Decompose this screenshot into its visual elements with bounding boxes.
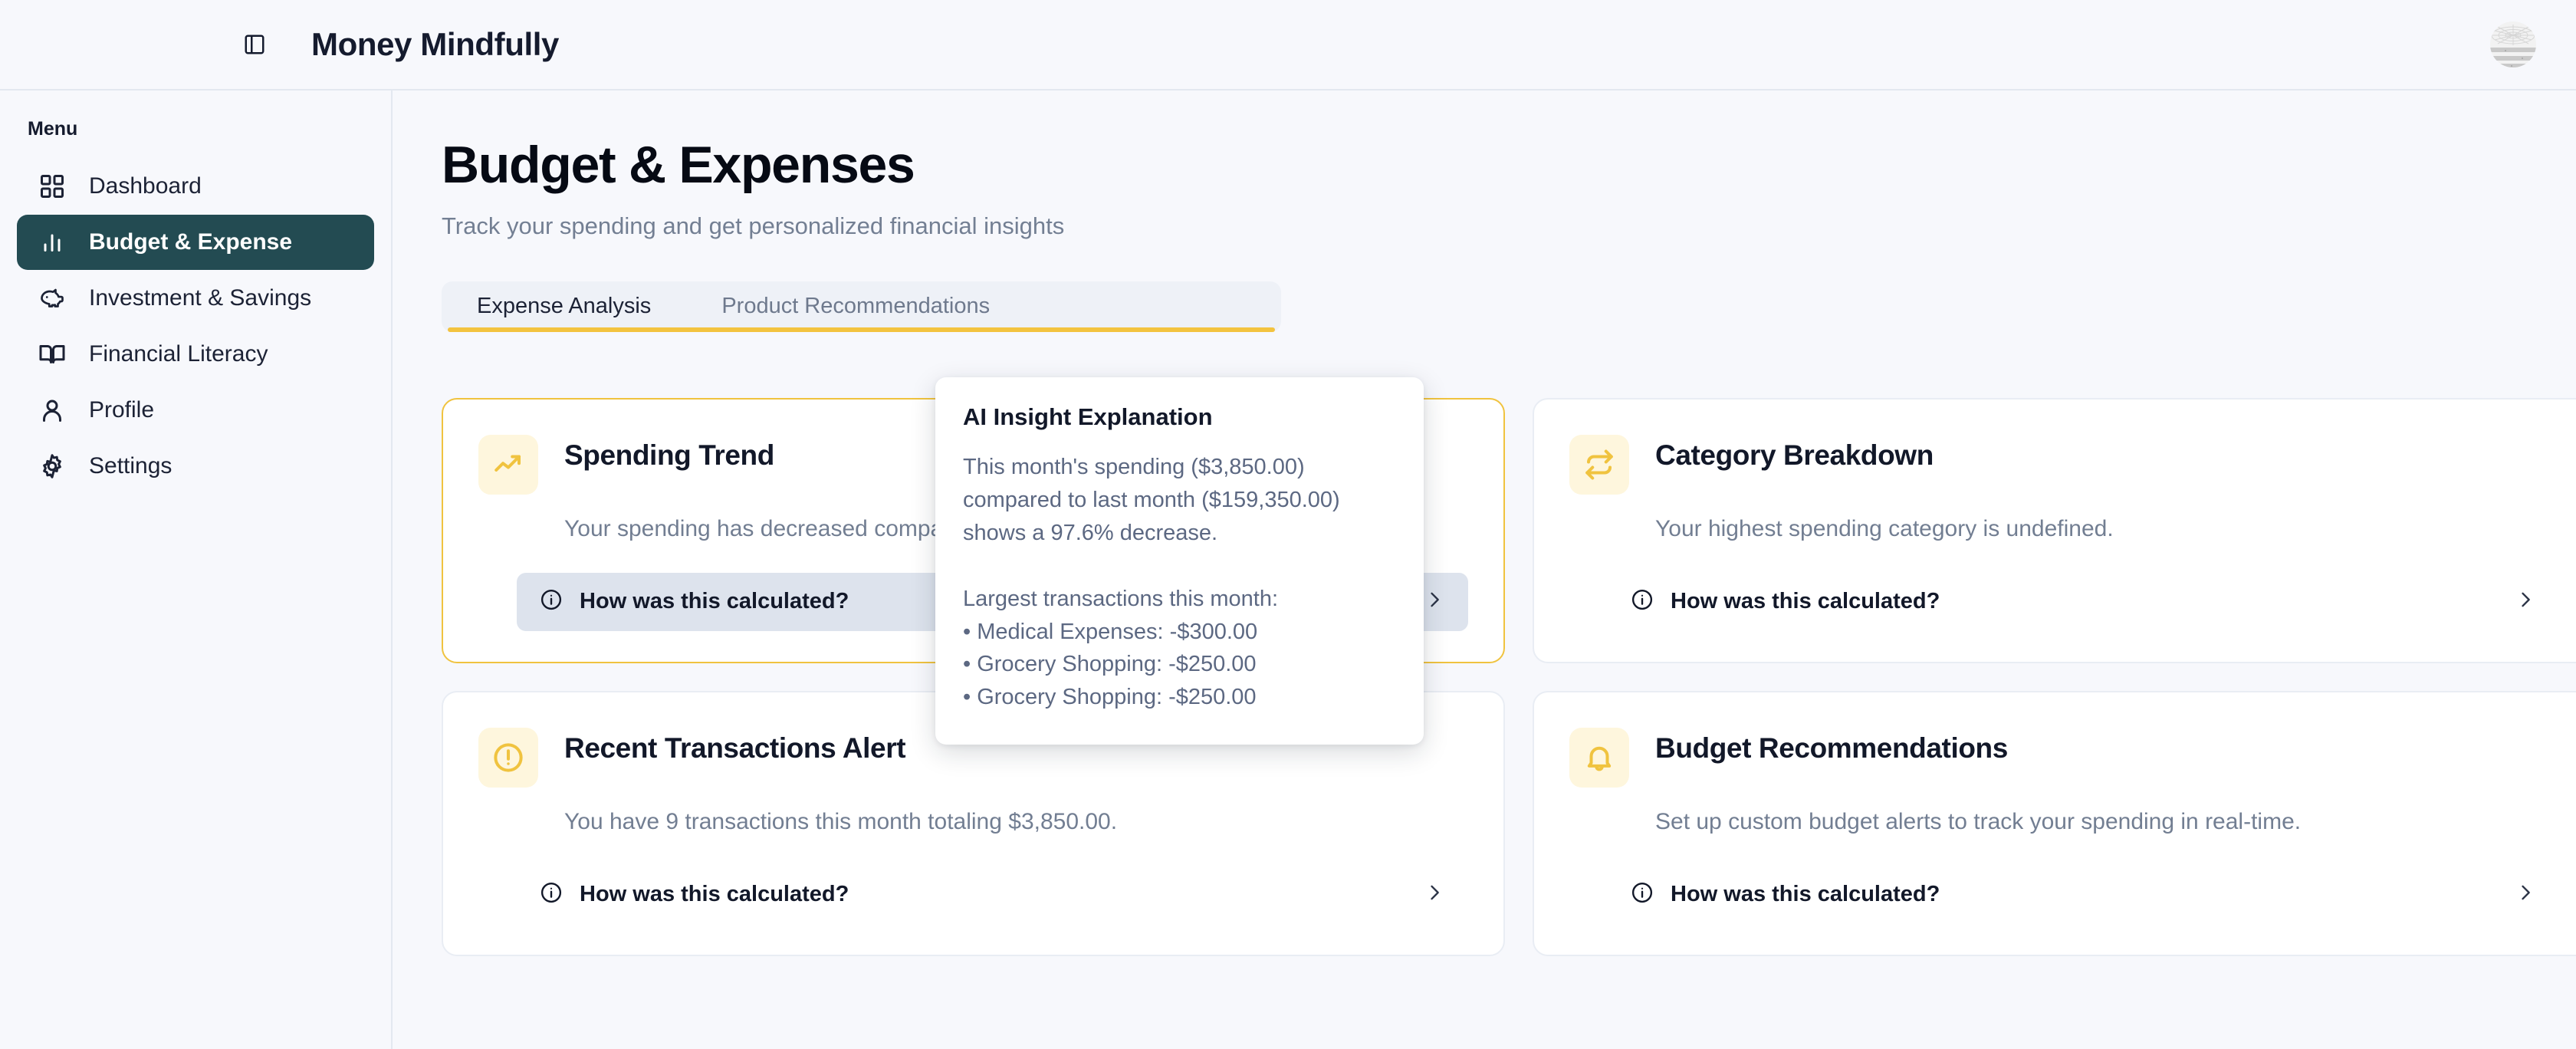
info-icon bbox=[540, 588, 563, 615]
sidebar-item-label: Budget & Expense bbox=[89, 229, 293, 255]
sidebar-item-investment-savings[interactable]: Investment & Savings bbox=[17, 271, 374, 326]
calc-label: How was this calculated? bbox=[1671, 589, 1940, 614]
sidebar: Menu Dashboard Budget & Expense bbox=[0, 90, 393, 1049]
globe-logo[interactable] bbox=[2489, 20, 2538, 69]
sidebar-item-label: Profile bbox=[89, 397, 155, 423]
card-title: Category Breakdown bbox=[1655, 439, 1934, 471]
how-was-this-calculated-row[interactable]: How was this calculated? bbox=[1608, 573, 2559, 631]
sidebar-item-label: Settings bbox=[89, 453, 172, 478]
tab-product-recommendations[interactable]: Product Recommendations bbox=[721, 294, 991, 319]
tooltip-title: AI Insight Explanation bbox=[963, 403, 1213, 430]
calc-left: How was this calculated? bbox=[540, 881, 849, 908]
tabs: Expense Analysis Product Recommendations bbox=[442, 281, 1281, 332]
bar-chart-icon bbox=[38, 229, 66, 256]
tabs-container: Expense Analysis Product Recommendations bbox=[442, 281, 1281, 332]
main-content: Budget & Expenses Track your spending an… bbox=[393, 90, 2576, 1049]
sidebar-item-dashboard[interactable]: Dashboard bbox=[17, 159, 374, 214]
how-was-this-calculated-row[interactable]: How was this calculated? bbox=[517, 866, 1468, 924]
gear-icon bbox=[38, 452, 66, 480]
page-subtitle: Track your spending and get personalized… bbox=[442, 212, 1065, 239]
app-title: Money Mindfully bbox=[311, 26, 559, 62]
card-head: Recent Transactions Alert bbox=[478, 726, 1468, 788]
card-description: Your highest spending category is undefi… bbox=[1655, 515, 2114, 541]
info-icon bbox=[1631, 881, 1654, 908]
sidebar-item-label: Investment & Savings bbox=[89, 285, 312, 311]
alert-circle-icon bbox=[478, 727, 538, 788]
calc-label: How was this calculated? bbox=[580, 882, 849, 907]
insight-card-category-breakdown[interactable]: Category Breakdown Your highest spending… bbox=[1533, 397, 2576, 663]
sidebar-item-label: Financial Literacy bbox=[89, 341, 268, 367]
exchange-arrows-icon bbox=[1569, 434, 1629, 495]
tooltip-body: This month's spending ($3,850.00) compar… bbox=[963, 455, 1340, 710]
book-open-icon bbox=[38, 340, 66, 368]
card-title: Budget Recommendations bbox=[1655, 732, 2008, 764]
card-description: You have 9 transactions this month total… bbox=[564, 808, 1118, 834]
info-icon bbox=[1631, 588, 1654, 615]
insight-card-budget-recommendations[interactable]: Budget Recommendations Set up custom bud… bbox=[1533, 690, 2576, 956]
chevron-right-icon bbox=[1424, 589, 1445, 614]
calc-left: How was this calculated? bbox=[1631, 881, 1940, 908]
piggy-bank-icon bbox=[38, 284, 66, 312]
top-bar: Money Mindfully bbox=[0, 0, 2576, 90]
body-row: Menu Dashboard Budget & Expense bbox=[0, 90, 2576, 1049]
sidebar-item-label: Dashboard bbox=[89, 173, 202, 199]
tab-expense-analysis[interactable]: Expense Analysis bbox=[477, 294, 652, 319]
chevron-right-icon bbox=[2515, 589, 2536, 614]
user-icon bbox=[38, 396, 66, 424]
card-head: Category Breakdown bbox=[1569, 433, 2559, 495]
sidebar-item-profile[interactable]: Profile bbox=[17, 383, 374, 438]
calc-label: How was this calculated? bbox=[580, 589, 849, 614]
grid-icon bbox=[38, 173, 66, 200]
chevron-right-icon bbox=[1424, 882, 1445, 907]
calc-left: How was this calculated? bbox=[1631, 588, 1940, 615]
tabs-underline bbox=[448, 327, 1275, 332]
card-title: Recent Transactions Alert bbox=[564, 732, 906, 764]
sidebar-item-financial-literacy[interactable]: Financial Literacy bbox=[17, 327, 374, 382]
how-was-this-calculated-row[interactable]: How was this calculated? bbox=[1608, 866, 2559, 924]
bell-icon bbox=[1569, 727, 1629, 788]
page-title: Budget & Expenses bbox=[442, 136, 915, 194]
card-description: Set up custom budget alerts to track you… bbox=[1655, 808, 2302, 834]
card-head: Spending Trend bbox=[478, 433, 1468, 495]
card-title: Spending Trend bbox=[564, 439, 774, 471]
sidebar-section-label: Menu bbox=[28, 118, 78, 140]
sidebar-item-settings[interactable]: Settings bbox=[17, 439, 374, 494]
trending-up-icon bbox=[478, 434, 538, 495]
info-icon bbox=[540, 881, 563, 908]
insight-cards-grid: Spending Trend Your spending has decreas… bbox=[442, 397, 2576, 956]
card-head: Budget Recommendations bbox=[1569, 726, 2559, 788]
sidebar-toggle-icon[interactable] bbox=[238, 28, 271, 61]
chevron-right-icon bbox=[2515, 882, 2536, 907]
calc-label: How was this calculated? bbox=[1671, 882, 1940, 907]
sidebar-item-budget-expense[interactable]: Budget & Expense bbox=[17, 215, 374, 270]
ai-insight-tooltip: AI Insight Explanation This month's spen… bbox=[935, 377, 1424, 745]
calc-left: How was this calculated? bbox=[540, 588, 849, 615]
